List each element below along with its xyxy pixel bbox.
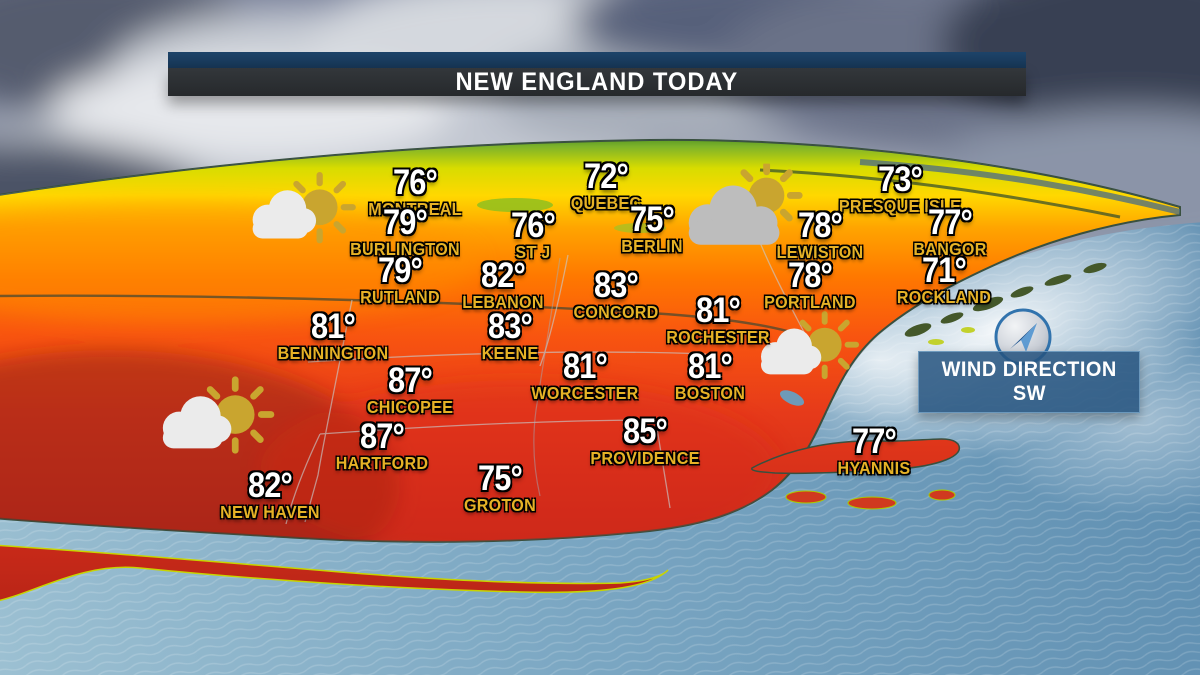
banner-bar: NEW ENGLAND TODAY xyxy=(168,68,1026,96)
banner-accent-bar xyxy=(168,52,1026,68)
partly-cloudy-glyph xyxy=(761,311,860,380)
mostly-cloudy-icon xyxy=(674,161,806,265)
partly-cloudy-icon xyxy=(150,376,277,472)
title-banner: NEW ENGLAND TODAY xyxy=(168,52,1026,96)
partly-cloudy-glyph xyxy=(162,376,275,454)
partly-cloudy-icon xyxy=(750,311,862,396)
islands xyxy=(785,262,1107,510)
landmass xyxy=(0,138,1181,602)
page-title: NEW ENGLAND TODAY xyxy=(455,67,739,96)
mostly-cloudy-glyph xyxy=(688,161,803,245)
wind-direction-label: WIND DIRECTION xyxy=(941,357,1117,381)
wind-direction-panel: WIND DIRECTION SW xyxy=(918,351,1140,413)
partly-cloudy-glyph xyxy=(252,171,356,244)
long-island xyxy=(0,544,669,602)
partly-cloudy-icon xyxy=(241,171,359,261)
wind-direction-value: SW xyxy=(1012,382,1046,405)
